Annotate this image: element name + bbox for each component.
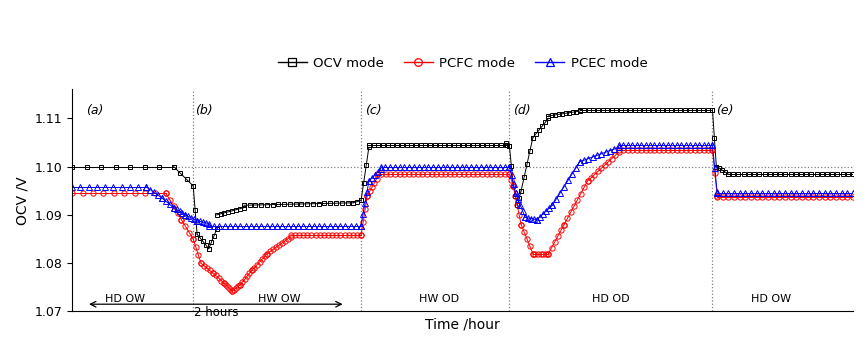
Text: HD OW: HD OW	[751, 294, 791, 304]
Text: (d): (d)	[513, 104, 531, 117]
Y-axis label: OCV /V: OCV /V	[15, 176, 29, 225]
Text: (c): (c)	[365, 104, 382, 117]
Text: (b): (b)	[195, 104, 214, 117]
Text: (e): (e)	[716, 104, 733, 117]
Text: HW OW: HW OW	[258, 294, 300, 304]
Legend: OCV mode, PCFC mode, PCEC mode: OCV mode, PCFC mode, PCEC mode	[273, 52, 653, 75]
X-axis label: Time /hour: Time /hour	[425, 317, 500, 331]
Text: HW OD: HW OD	[419, 294, 459, 304]
Text: 2 hours: 2 hours	[194, 306, 238, 319]
Text: HD OD: HD OD	[592, 294, 630, 304]
Text: (a): (a)	[86, 104, 103, 117]
Text: HD OW: HD OW	[105, 294, 145, 304]
